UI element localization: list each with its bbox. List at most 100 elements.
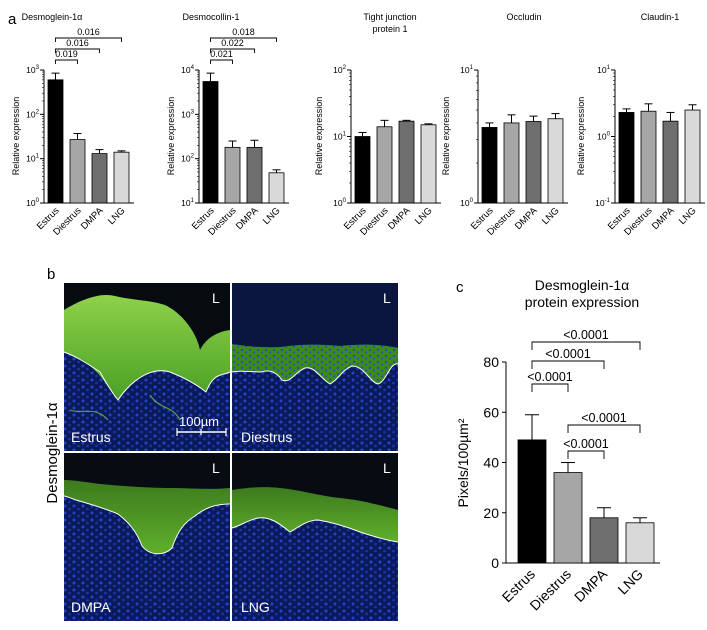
- bar-estrus: [47, 79, 64, 204]
- significance-bracket: [210, 37, 277, 42]
- micrograph-estrus: L Estrus 100µm: [63, 283, 231, 451]
- y-axis-label: Relative expression: [576, 97, 586, 176]
- bar-dmpa: [662, 120, 679, 204]
- y-tick-label: 101: [460, 64, 473, 75]
- p-value-label: <0.0001: [563, 328, 609, 342]
- significance-bracket: [531, 383, 569, 392]
- y-tick-label: 101: [26, 153, 39, 164]
- y-tick-label: 100: [597, 131, 610, 142]
- category-label: DMPA: [513, 205, 540, 232]
- chart-desmocollin-mrna: Desmocollin-1 101 102 103 104 Relative expres…: [166, 12, 289, 238]
- bar-diestrus: [503, 122, 520, 204]
- significance-bracket: [210, 59, 233, 64]
- panel-label-a: a: [8, 11, 17, 28]
- y-tick-label: 101: [597, 64, 610, 75]
- bar-lng: [420, 124, 437, 204]
- bar-lng: [684, 109, 701, 204]
- significance-bracket: [531, 341, 641, 350]
- lumen-label: L: [212, 460, 220, 476]
- chart-title: Desmoglein-1α protein expression: [525, 277, 639, 310]
- category-label: DMPA: [79, 205, 106, 232]
- category-label: LNG: [106, 205, 128, 227]
- y-tick-label: 104: [181, 64, 194, 75]
- y-tick-label: 60: [483, 404, 499, 420]
- micrograph-lng: L LNG: [231, 453, 399, 621]
- y-tick-label: 103: [181, 108, 194, 119]
- scale-bar-label: 100µm: [179, 414, 219, 429]
- p-value-label: 0.022: [221, 38, 244, 48]
- y-tick-label: 102: [181, 153, 194, 164]
- y-tick-label: 102: [333, 64, 346, 75]
- lumen-label: L: [212, 290, 220, 306]
- y-tick-label: 101: [333, 131, 346, 142]
- category-label: LNG: [540, 205, 562, 227]
- p-value-label: 0.016: [66, 38, 89, 48]
- y-tick-label: 40: [483, 455, 499, 471]
- y-axis-label: Relative expression: [11, 97, 21, 176]
- bar-lng: [113, 151, 130, 204]
- chart-title: Occludin: [506, 12, 541, 22]
- significance-bracket: [55, 37, 122, 42]
- bar-diestrus: [376, 126, 393, 204]
- significance-bracket: [567, 424, 641, 433]
- p-value-label: <0.0001: [581, 411, 627, 425]
- chart-title: Tight junction protein 1: [363, 12, 416, 34]
- p-value-label: <0.0001: [563, 437, 609, 451]
- bar-dmpa: [91, 153, 108, 204]
- panel-label-c: c: [456, 279, 464, 296]
- y-tick-label: 103: [26, 64, 39, 75]
- p-value-label: 0.021: [210, 49, 233, 59]
- tile-label-dmpa: DMPA: [71, 599, 111, 615]
- significance-bracket: [531, 360, 605, 369]
- y-tick-label: 10-1: [595, 197, 611, 208]
- bar-estrus: [517, 439, 547, 564]
- p-value-label: <0.0001: [527, 370, 573, 384]
- lumen-label: L: [383, 460, 391, 476]
- bar-lng: [547, 118, 564, 204]
- y-axis-label: Relative expression: [441, 97, 451, 176]
- bar-estrus: [354, 136, 371, 204]
- bar-lng: [268, 172, 285, 204]
- significance-bracket: [567, 450, 605, 459]
- category-label: DMPA: [571, 565, 611, 605]
- bar-estrus: [618, 112, 635, 204]
- y-tick-label: 0: [491, 555, 499, 571]
- category-label: DMPA: [650, 205, 677, 232]
- significance-bracket: [55, 59, 78, 64]
- bar-lng: [625, 522, 655, 564]
- significance-bracket: [55, 48, 100, 53]
- y-tick-label: 100: [333, 197, 346, 208]
- category-label: DMPA: [234, 205, 261, 232]
- y-tick-label: 102: [26, 108, 39, 119]
- bar-estrus: [481, 127, 498, 204]
- chart-desmoglein-mrna: Desmoglein-1α 100 101 102 103 Relative expres…: [11, 12, 134, 238]
- chart-tight-junction-mrna: Tight junction protein 1 100 101 102 Relative…: [314, 12, 441, 238]
- tile-label-estrus: Estrus: [71, 429, 111, 445]
- chart-desmoglein-protein: Desmoglein-1α protein expression 0 20 40 60 80…: [455, 277, 660, 613]
- y-axis-label: Pixels/100µm²: [455, 418, 471, 507]
- category-label: LNG: [677, 205, 699, 227]
- bar-diestrus: [553, 472, 583, 564]
- chart-title: Claudin-1: [641, 12, 680, 22]
- tile-label-diestrus: Diestrus: [241, 429, 292, 445]
- bar-diestrus: [69, 139, 86, 204]
- y-tick-label: 101: [181, 197, 194, 208]
- micrograph-diestrus: L Diestrus: [231, 283, 399, 451]
- bar-dmpa: [525, 121, 542, 204]
- p-value-label: 0.019: [55, 49, 78, 59]
- bar-dmpa: [589, 517, 619, 564]
- bar-dmpa: [398, 120, 415, 204]
- bar-estrus: [202, 81, 219, 204]
- p-value-label: <0.0001: [545, 347, 591, 361]
- y-tick-label: 100: [460, 197, 473, 208]
- category-label: LNG: [261, 205, 283, 227]
- bar-diestrus: [640, 110, 657, 204]
- bar-diestrus: [224, 146, 241, 204]
- significance-bracket: [210, 48, 255, 53]
- category-label: LNG: [614, 566, 646, 598]
- panel-label-b: b: [47, 266, 55, 283]
- p-value-label: 0.018: [232, 27, 255, 37]
- bar-dmpa: [246, 146, 263, 204]
